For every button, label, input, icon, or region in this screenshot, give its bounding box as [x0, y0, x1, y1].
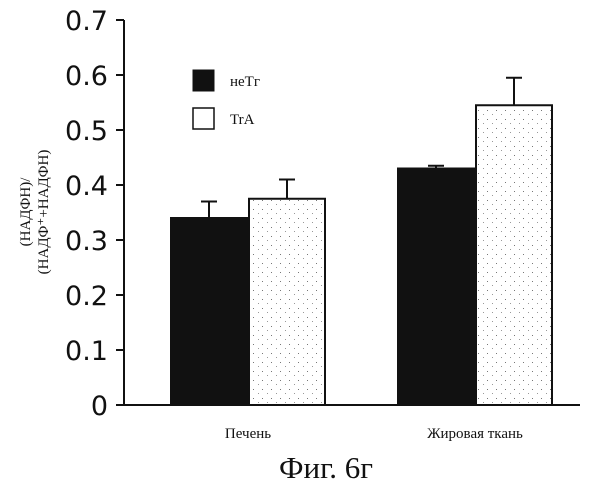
bar-chart: 0 0.1 0.2 0.3 0.4 0.5 0.6 0.7 Печень Жировая тка…	[0, 0, 602, 500]
bar	[398, 169, 474, 406]
legend-label-tra: TrA	[230, 112, 255, 128]
y-tick-label: 0.3	[65, 226, 108, 257]
y-tick-label: 0.6	[65, 61, 108, 92]
legend-label-netg: неТг	[230, 74, 260, 90]
y-ticks: 0 0.1 0.2 0.3 0.4 0.5 0.6 0.7	[65, 6, 124, 422]
y-axis-title: (НАДФН)/ (НАДФ⁺+НАДФН)	[18, 150, 52, 275]
bar	[171, 218, 247, 405]
bars	[171, 78, 552, 405]
y-tick-label: 0	[91, 391, 108, 422]
y-tick-label: 0.5	[65, 116, 108, 147]
category-labels: Печень Жировая ткань	[225, 426, 523, 442]
legend: неТг TrA	[193, 70, 260, 129]
bar-texture	[250, 200, 324, 404]
legend-swatch-netg	[193, 70, 214, 91]
y-tick-label: 0.7	[65, 6, 108, 37]
category-label: Жировая ткань	[427, 426, 523, 442]
y-tick-label: 0.2	[65, 281, 108, 312]
y-tick-label: 0.4	[65, 171, 108, 202]
y-axis-title-line1: (НАДФН)/	[18, 177, 34, 247]
figure-caption: Фиг. 6г	[279, 450, 373, 485]
bar-texture	[477, 106, 551, 404]
y-tick-label: 0.1	[65, 336, 108, 367]
legend-swatch-tra	[193, 108, 214, 129]
y-axis-title-line2: (НАДФ⁺+НАДФН)	[36, 150, 52, 275]
category-label: Печень	[225, 426, 271, 442]
